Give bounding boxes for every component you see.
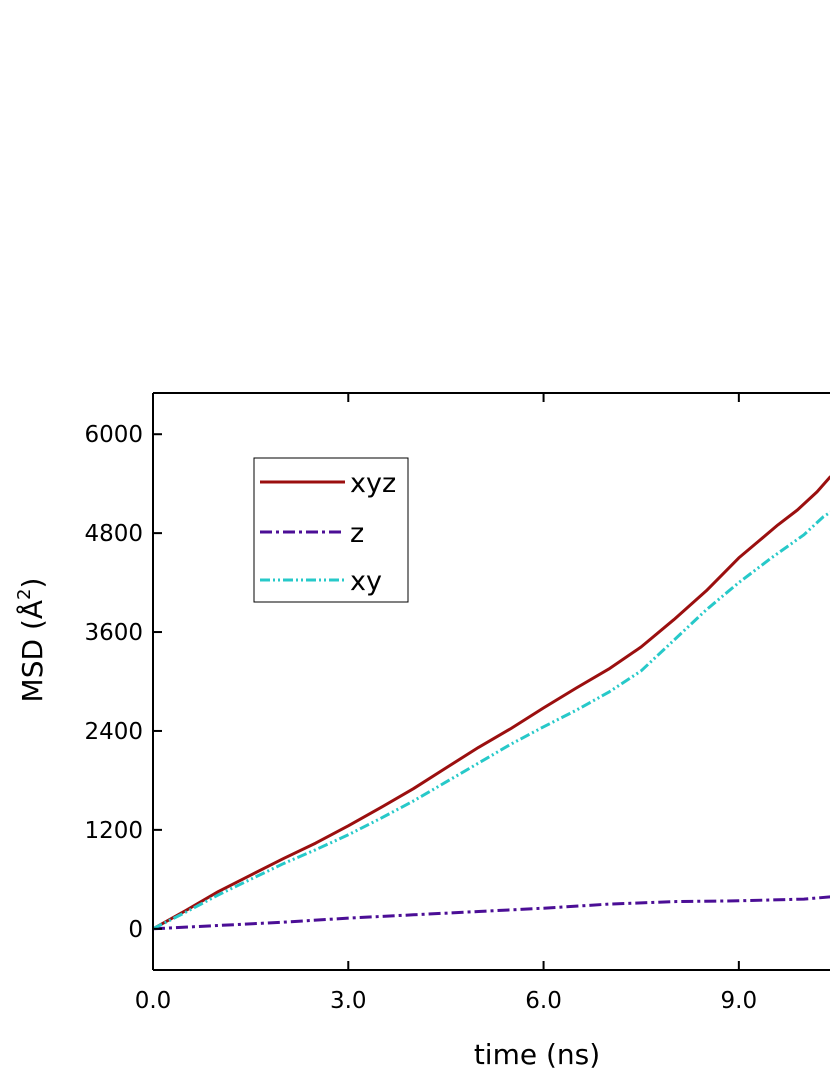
series-line-xyz [153,475,830,931]
series-line-z [153,895,830,931]
y-tick-label: 4800 [84,521,143,547]
y-tick-label: 1200 [84,818,143,844]
x-tick-label: 9.0 [721,988,758,1014]
y-axis-title-main: MSD (Å [15,600,49,702]
axes-layer [152,392,830,971]
series-layer [153,475,830,931]
legend-label-xyz: xyz [350,468,396,499]
legend-label-z: z [350,518,364,549]
y-tick-label: 6000 [84,422,143,448]
y-axis-title-superscript: 2 [14,589,35,600]
ticks-layer: 0.0 3.0 6.0 9.0 0 1200 2400 3600 4800 6000 [84,393,757,1014]
legend: xyz z xy [253,457,409,603]
x-tick-label: 3.0 [330,988,367,1014]
legend-label-xy: xy [350,566,382,597]
y-tick-label: 0 [128,917,143,943]
series-line-xy [153,510,830,931]
y-tick-label: 3600 [84,620,143,646]
y-tick-label: 2400 [84,719,143,745]
x-tick-label: 0.0 [135,988,172,1014]
x-axis-title: time (ns) [474,1038,600,1071]
y-axis-title-close: ) [16,578,49,589]
x-tick-label: 6.0 [525,988,562,1014]
y-axis-title: MSD (Å2) [14,578,49,703]
